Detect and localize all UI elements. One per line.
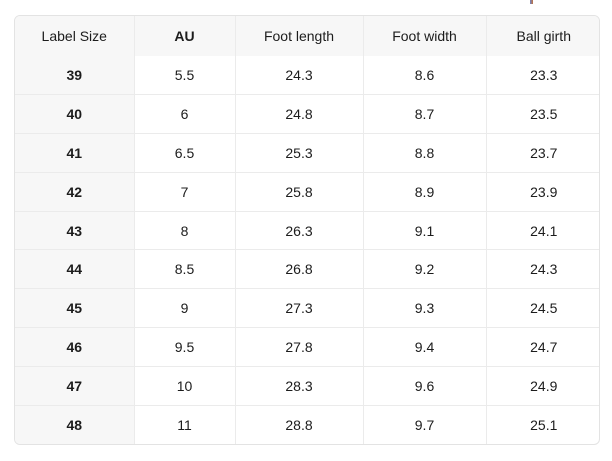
clipped-text-fragment (530, 0, 533, 4)
cell-foot-length: 24.8 (235, 94, 364, 135)
cell-label-size: 41 (15, 133, 135, 173)
cell-label-size: 40 (15, 94, 135, 135)
header-foot-length: Foot length (235, 16, 364, 56)
cell-foot-length: 25.3 (235, 133, 364, 173)
cell-foot-length: 28.3 (235, 366, 364, 406)
cell-au: 5.5 (134, 56, 236, 96)
cell-foot-width: 9.1 (363, 211, 487, 251)
cell-foot-width: 8.7 (363, 94, 487, 135)
table-row: 44 8.5 26.8 9.2 24.3 (15, 249, 599, 290)
header-ball-girth: Ball girth (486, 16, 599, 56)
table-row: 48 11 28.8 9.7 25.1 (15, 405, 599, 444)
size-chart-body: 39 5.5 24.3 8.6 23.3 40 6 24.8 8.7 23.5 … (15, 56, 599, 444)
cell-foot-length: 27.3 (235, 288, 364, 329)
cell-au: 7 (134, 172, 236, 212)
cell-au: 8.5 (134, 249, 236, 290)
table-row: 41 6.5 25.3 8.8 23.7 (15, 133, 599, 173)
size-chart-header: Label Size AU Foot length Foot width Bal… (15, 16, 599, 56)
cell-foot-width: 8.9 (363, 172, 487, 212)
table-row: 39 5.5 24.3 8.6 23.3 (15, 56, 599, 96)
cell-au: 6.5 (134, 133, 236, 173)
cell-label-size: 42 (15, 172, 135, 212)
header-label-size: Label Size (15, 16, 135, 56)
cell-foot-width: 8.8 (363, 133, 487, 173)
cell-au: 6 (134, 94, 236, 135)
cell-ball-girth: 23.3 (486, 56, 599, 96)
header-row: Label Size AU Foot length Foot width Bal… (15, 16, 599, 56)
cell-label-size: 43 (15, 211, 135, 251)
cell-au: 11 (134, 405, 236, 444)
table-row: 42 7 25.8 8.9 23.9 (15, 172, 599, 212)
cell-ball-girth: 25.1 (530, 416, 558, 433)
cell-foot-length: 26.3 (235, 211, 364, 251)
table-row: 45 9 27.3 9.3 24.5 (15, 288, 599, 329)
cell-label-size: 48 (15, 405, 135, 444)
cell-ball-girth: 24.1 (486, 211, 599, 251)
cell-foot-width: 9.2 (363, 249, 487, 290)
cell-au: 9.5 (134, 327, 236, 367)
cell-ball-girth: 24.9 (486, 366, 599, 406)
cell-foot-length: 26.8 (235, 249, 364, 290)
cell-label-size: 44 (15, 249, 135, 290)
cell-ball-girth: 24.3 (486, 249, 599, 290)
header-foot-width: Foot width (363, 16, 487, 56)
cell-foot-length: 27.8 (235, 327, 364, 367)
table-row: 46 9.5 27.8 9.4 24.7 (15, 327, 599, 367)
cell-foot-width: 9.6 (363, 366, 487, 406)
table-row: 43 8 26.3 9.1 24.1 (15, 211, 599, 251)
table-row: 40 6 24.8 8.7 23.5 (15, 94, 599, 135)
cell-label-size: 45 (15, 288, 135, 329)
cell-label-size: 39 (15, 56, 135, 96)
cell-au: 10 (134, 366, 236, 406)
cell-foot-length: 24.3 (235, 56, 364, 96)
cell-foot-width: 9.3 (363, 288, 487, 329)
cell-ball-girth: 24.5 (486, 288, 599, 329)
size-chart-table-container: Label Size AU Foot length Foot width Bal… (14, 15, 600, 445)
cell-au: 8 (134, 211, 236, 251)
cell-ball-girth: 23.9 (486, 172, 599, 212)
cell-label-size: 47 (15, 366, 135, 406)
cell-foot-length: 28.8 (235, 405, 364, 444)
cell-foot-width: 9.4 (363, 327, 487, 367)
cell-ball-girth: 23.5 (486, 94, 599, 135)
cell-foot-length: 25.8 (235, 172, 364, 212)
cell-ball-girth: 23.7 (486, 133, 599, 173)
table-row: 47 10 28.3 9.6 24.9 (15, 366, 599, 406)
cell-au: 9 (134, 288, 236, 329)
size-chart-table: Label Size AU Foot length Foot width Bal… (15, 16, 599, 444)
cell-foot-width: 8.6 (363, 56, 487, 96)
cell-ball-girth: 24.7 (486, 327, 599, 367)
header-au: AU (134, 16, 236, 56)
cell-label-size: 46 (15, 327, 135, 367)
cell-foot-width: 9.7 (363, 405, 487, 444)
